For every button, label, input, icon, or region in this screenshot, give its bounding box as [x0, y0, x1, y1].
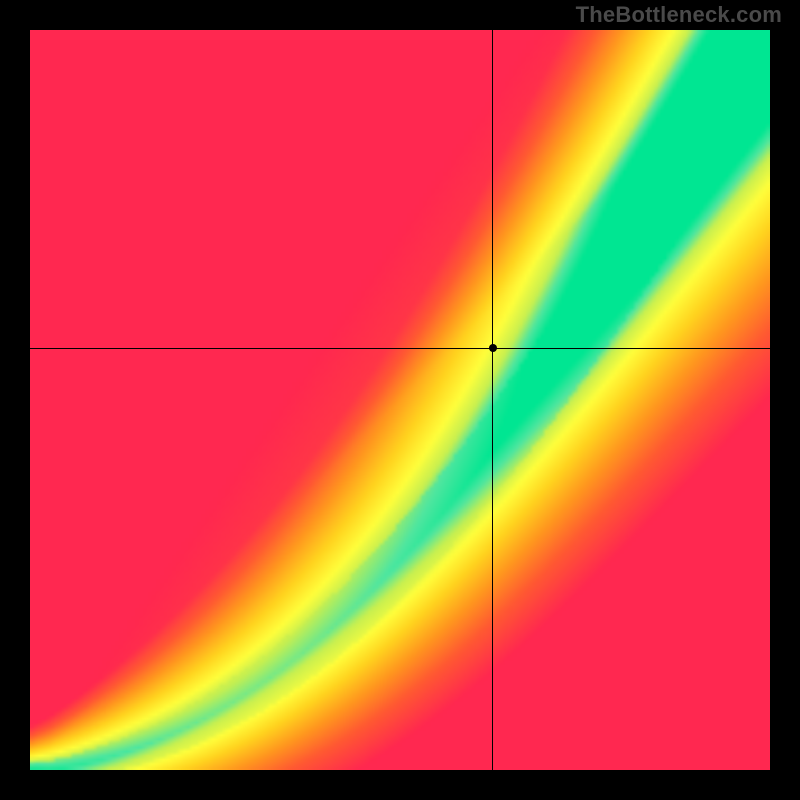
plot-area — [30, 30, 770, 770]
selection-marker — [489, 344, 497, 352]
crosshair-horizontal — [30, 348, 770, 349]
chart-frame: TheBottleneck.com — [0, 0, 800, 800]
watermark-text: TheBottleneck.com — [576, 2, 782, 28]
bottleneck-heatmap — [30, 30, 770, 770]
crosshair-vertical — [492, 30, 493, 770]
